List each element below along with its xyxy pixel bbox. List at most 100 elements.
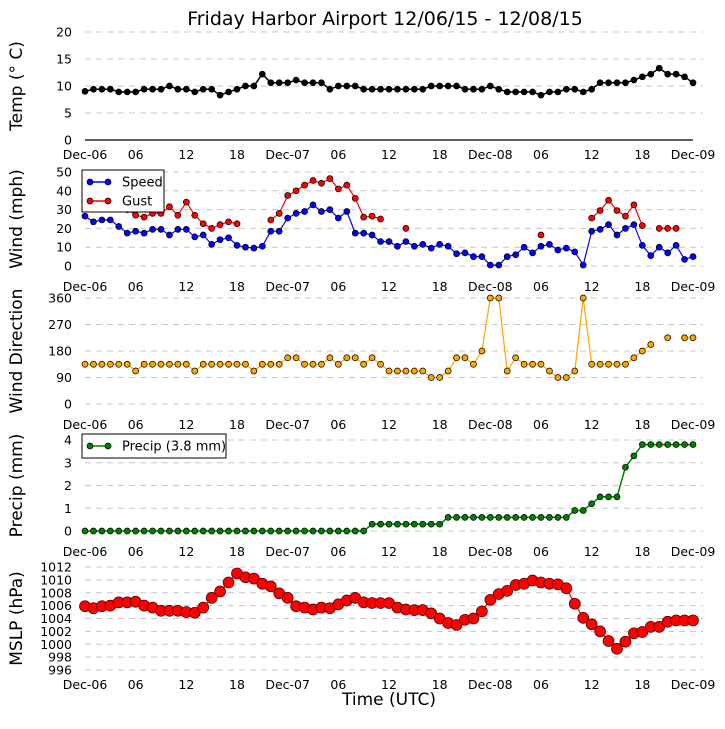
data-point	[182, 527, 190, 535]
data-point	[174, 225, 182, 233]
series-temp	[81, 64, 697, 99]
x-tick-label: 06	[533, 279, 549, 294]
data-point	[191, 88, 199, 96]
legend-marker	[104, 197, 112, 205]
data-point	[419, 520, 427, 528]
data-point	[664, 334, 672, 342]
data-point	[250, 244, 258, 252]
x-tick-label: Dec-09	[671, 147, 716, 162]
data-point	[605, 221, 612, 228]
data-point	[470, 253, 477, 260]
data-point	[250, 82, 258, 90]
y-axis-label: Wind Direction	[7, 289, 27, 414]
data-point	[149, 85, 156, 93]
panel-temp: 0 5 10 15 20 Dec-06 06 12 18 Dec-07 06 12 18 Dec-08 06…	[7, 25, 715, 163]
y-tick-label: 90	[56, 370, 72, 385]
x-tick-label: 12	[381, 279, 397, 294]
y-tick-label: 1006	[40, 598, 72, 613]
data-point	[664, 225, 672, 232]
data-point	[402, 238, 410, 245]
y-tick-label: 10	[56, 240, 72, 255]
data-point	[571, 367, 579, 375]
y-axis-label: MSLP (hPa)	[7, 571, 27, 666]
x-tick-label: 06	[533, 544, 549, 559]
data-point	[495, 513, 503, 521]
data-point	[351, 354, 359, 362]
data-point	[687, 614, 699, 627]
data-point	[188, 606, 201, 619]
data-point	[681, 441, 688, 448]
data-point	[275, 79, 283, 87]
y-tick-label: 1004	[40, 611, 72, 626]
data-point	[115, 527, 123, 535]
data-point	[611, 642, 623, 655]
data-point	[191, 233, 199, 241]
x-tick-label: Dec-08	[468, 417, 513, 432]
data-point	[326, 175, 334, 182]
x-tick-label: Dec-09	[671, 279, 716, 294]
data-point	[205, 592, 218, 604]
data-point	[596, 225, 604, 233]
data-point	[568, 597, 581, 610]
data-point	[596, 493, 604, 501]
x-tick-label: Dec-08	[468, 677, 513, 692]
data-point	[478, 253, 486, 260]
data-point	[689, 253, 697, 260]
data-point	[546, 88, 553, 96]
data-point	[90, 360, 97, 368]
data-point	[132, 88, 140, 96]
data-point	[638, 241, 646, 249]
legend: Speed Gust	[81, 169, 165, 213]
x-tick-label: 12	[178, 544, 194, 559]
data-point	[419, 85, 427, 93]
y-axis-label: Precip (mm)	[7, 434, 27, 538]
y-tick-label: 1000	[40, 637, 72, 652]
data-point	[647, 252, 655, 260]
y-tick-label: 0	[64, 524, 72, 539]
data-point	[402, 225, 410, 232]
data-point	[444, 367, 452, 375]
data-point	[638, 347, 646, 355]
data-point	[470, 360, 477, 368]
data-point	[140, 360, 148, 368]
data-point	[351, 82, 359, 90]
x-tick-label: 18	[634, 677, 650, 692]
data-point	[267, 216, 275, 224]
x-tick-label: Dec-07	[265, 417, 310, 432]
data-point	[478, 513, 486, 521]
data-point	[123, 88, 131, 96]
data-point	[292, 76, 300, 84]
data-point	[123, 360, 131, 368]
data-point	[484, 593, 497, 606]
data-point	[351, 229, 359, 237]
data-point	[470, 85, 477, 93]
data-point	[537, 513, 545, 521]
data-point	[512, 513, 520, 521]
data-point	[233, 360, 241, 368]
x-tick-label: Dec-07	[265, 279, 310, 294]
x-tick-label: Dec-06	[63, 677, 108, 692]
data-point	[444, 513, 452, 521]
y-tick-label: 2	[64, 478, 72, 493]
data-point	[427, 374, 435, 381]
data-point	[208, 527, 216, 535]
y-tick-label: 30	[56, 202, 72, 217]
data-point	[106, 85, 114, 93]
x-tick-label: Dec-09	[671, 677, 716, 692]
data-point	[326, 206, 334, 213]
data-point	[132, 527, 140, 535]
data-point	[275, 210, 283, 217]
data-point	[562, 85, 570, 93]
data-point	[613, 207, 621, 214]
data-point	[140, 213, 148, 221]
data-point	[571, 507, 579, 514]
data-point	[377, 215, 384, 223]
data-point	[622, 212, 629, 220]
data-point	[242, 82, 249, 90]
data-point	[199, 360, 207, 368]
data-point	[596, 360, 604, 368]
data-point	[672, 441, 680, 448]
data-point	[689, 441, 697, 448]
data-point	[326, 527, 334, 535]
